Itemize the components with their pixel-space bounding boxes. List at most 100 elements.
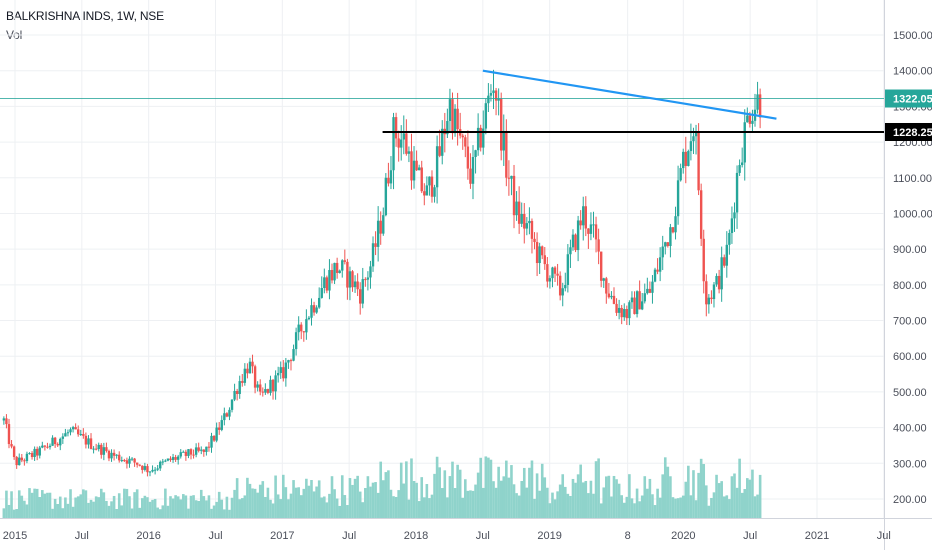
- volume-bar: [522, 467, 526, 518]
- candle-body: [310, 305, 313, 318]
- volume-bar: [661, 474, 665, 518]
- time-tick-label: 2016: [136, 530, 160, 542]
- candle-body: [740, 162, 744, 166]
- support-price-label: 1228.25: [893, 127, 932, 139]
- candle-body: [515, 201, 518, 216]
- volume-bar: [156, 507, 159, 518]
- volume-bar: [348, 478, 352, 518]
- candle-body: [220, 420, 223, 430]
- volume-bar: [494, 487, 498, 518]
- time-tick-label: 2015: [3, 530, 27, 542]
- volume-bar: [466, 490, 470, 518]
- candle-body: [30, 453, 34, 457]
- volume-bar: [453, 488, 457, 518]
- candle-body: [743, 122, 746, 163]
- candle-body: [758, 94, 762, 118]
- volume-bar: [164, 488, 167, 518]
- candle-body: [48, 445, 52, 448]
- candle-body: [74, 427, 77, 430]
- candle-body: [517, 201, 521, 224]
- volume-bar: [540, 463, 544, 518]
- candle-body: [348, 271, 352, 288]
- volume-bar: [99, 488, 103, 518]
- volume-bar: [310, 480, 313, 518]
- volume-bar: [592, 493, 595, 518]
- volume-bar: [105, 500, 108, 518]
- candle-body: [748, 115, 752, 124]
- volume-bar: [707, 505, 711, 518]
- volume-bar: [663, 457, 667, 518]
- candle-body: [284, 362, 288, 379]
- candle-body: [538, 246, 541, 264]
- volume-bar: [243, 495, 247, 518]
- volume-bar: [443, 470, 447, 518]
- candle-body: [215, 427, 218, 441]
- candle-body: [105, 447, 108, 451]
- candle-body: [712, 284, 716, 300]
- candle-body: [423, 191, 426, 196]
- candle-body: [625, 309, 629, 319]
- candle-body: [420, 167, 423, 192]
- volume-bar: [274, 475, 277, 518]
- candle-body: [692, 136, 695, 142]
- volume-bar: [758, 474, 762, 518]
- candle-body: [666, 242, 670, 247]
- volume-bar: [261, 481, 265, 518]
- candle-body: [187, 449, 190, 456]
- volume-bar: [730, 476, 734, 518]
- candle-body: [641, 301, 644, 310]
- candle-body: [561, 288, 564, 296]
- price-tick-label: 1400.00: [893, 66, 932, 78]
- candle-body: [302, 331, 306, 333]
- volume-bar: [605, 476, 608, 518]
- price-tick-label: 1000.00: [893, 208, 932, 220]
- volume-bar: [584, 480, 588, 518]
- candle-body: [79, 434, 82, 436]
- candle-body: [207, 446, 211, 448]
- candle-body: [69, 429, 72, 433]
- volume-bar: [566, 493, 570, 518]
- volume-bar: [202, 496, 206, 518]
- volume-bar: [76, 496, 80, 518]
- candle-body: [464, 137, 467, 147]
- volume-bar: [412, 480, 416, 518]
- candle-body: [733, 212, 736, 219]
- candle-body: [248, 361, 252, 374]
- candle-body: [356, 281, 359, 290]
- price-tick-label: 800.00: [893, 280, 927, 292]
- candle-body: [241, 381, 244, 383]
- volume-bar: [697, 472, 700, 518]
- candle-body: [125, 460, 129, 464]
- volume-bar: [266, 487, 270, 518]
- volume-bar: [558, 484, 562, 518]
- volume-bar: [717, 483, 721, 518]
- candle-body: [61, 436, 65, 439]
- candle-body: [300, 324, 303, 332]
- candle-body: [174, 457, 177, 460]
- volume-bar: [41, 490, 44, 518]
- time-tick-label: 2018: [404, 530, 428, 542]
- candle-body: [446, 121, 449, 135]
- candle-body: [153, 469, 157, 471]
- volume-bar: [148, 501, 152, 518]
- volume-bar: [653, 505, 657, 518]
- candle-body: [2, 418, 6, 421]
- candle-body: [566, 254, 570, 285]
- volume-bar: [671, 497, 675, 518]
- candle-body: [707, 297, 711, 305]
- last-price-badge: [885, 89, 932, 108]
- volume-bar: [512, 484, 516, 518]
- candle-body: [487, 95, 490, 104]
- volume-bar: [253, 488, 257, 518]
- support-price-badge: [885, 122, 932, 141]
- candle-body: [353, 281, 357, 288]
- candle-body: [7, 424, 11, 445]
- volume-bar: [563, 486, 567, 518]
- candle-body: [428, 176, 431, 186]
- volume-bar: [182, 494, 185, 518]
- volume-bar: [38, 497, 42, 518]
- candle-body: [451, 99, 454, 134]
- candle-body: [589, 224, 593, 234]
- volume-bar: [389, 489, 393, 518]
